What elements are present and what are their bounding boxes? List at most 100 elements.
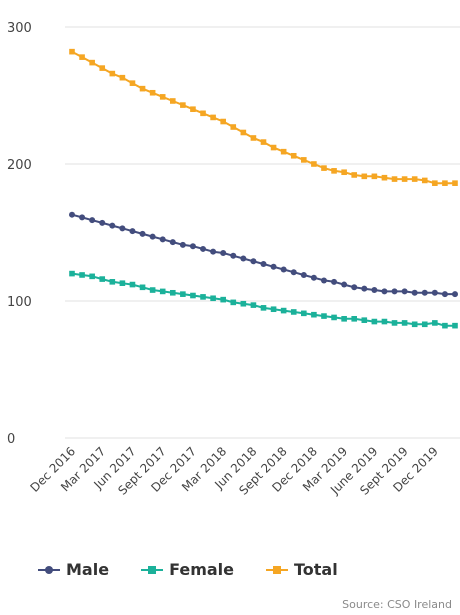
data-point-male[interactable]	[300, 271, 307, 278]
data-point-female[interactable]	[290, 309, 297, 315]
data-point-total[interactable]	[200, 110, 206, 117]
data-point-female[interactable]	[89, 273, 95, 280]
data-point-male[interactable]	[210, 248, 217, 255]
data-point-total[interactable]	[240, 129, 247, 136]
data-point-female[interactable]	[109, 279, 116, 285]
data-point-female[interactable]	[260, 305, 267, 311]
data-point-male[interactable]	[421, 289, 428, 296]
data-point-female[interactable]	[401, 320, 408, 326]
data-point-female[interactable]	[391, 320, 398, 326]
data-point-total[interactable]	[301, 157, 307, 163]
data-point-female[interactable]	[149, 287, 156, 293]
data-point-female[interactable]	[280, 307, 287, 314]
data-point-female[interactable]	[129, 281, 136, 288]
data-point-female[interactable]	[421, 321, 428, 328]
data-point-male[interactable]	[230, 252, 237, 259]
data-point-total[interactable]	[190, 106, 196, 112]
data-point-male[interactable]	[69, 211, 75, 218]
data-point-male[interactable]	[270, 263, 277, 270]
legend-item-male[interactable]: Male	[38, 560, 109, 579]
data-point-male[interactable]	[310, 274, 317, 281]
data-point-female[interactable]	[311, 311, 317, 318]
data-point-total[interactable]	[371, 173, 378, 180]
data-point-total[interactable]	[442, 180, 448, 186]
data-point-male[interactable]	[371, 287, 378, 294]
data-point-female[interactable]	[69, 270, 75, 277]
data-point-total[interactable]	[391, 176, 398, 182]
data-point-total[interactable]	[139, 85, 146, 92]
data-point-total[interactable]	[159, 94, 166, 100]
data-point-total[interactable]	[421, 177, 428, 184]
data-point-female[interactable]	[250, 302, 257, 308]
data-point-female[interactable]	[99, 276, 106, 282]
data-point-female[interactable]	[371, 318, 378, 325]
data-point-total[interactable]	[119, 74, 126, 81]
data-point-female[interactable]	[119, 280, 126, 286]
data-point-male[interactable]	[179, 241, 186, 248]
data-point-male[interactable]	[401, 288, 408, 295]
data-point-female[interactable]	[341, 316, 347, 322]
data-point-total[interactable]	[361, 173, 368, 180]
data-point-male[interactable]	[431, 289, 438, 296]
data-point-total[interactable]	[169, 98, 176, 104]
data-point-male[interactable]	[260, 261, 267, 268]
data-point-total[interactable]	[69, 48, 75, 55]
data-point-male[interactable]	[139, 230, 146, 237]
data-point-female[interactable]	[200, 294, 206, 300]
data-point-male[interactable]	[341, 281, 348, 288]
data-point-male[interactable]	[220, 250, 227, 257]
data-point-total[interactable]	[280, 148, 287, 155]
data-point-female[interactable]	[159, 288, 166, 295]
data-point-total[interactable]	[129, 80, 136, 86]
data-point-total[interactable]	[381, 174, 388, 181]
data-point-female[interactable]	[169, 289, 176, 296]
data-point-total[interactable]	[180, 102, 186, 108]
data-point-total[interactable]	[411, 176, 418, 182]
data-point-female[interactable]	[79, 272, 85, 278]
data-point-total[interactable]	[311, 161, 317, 167]
data-point-female[interactable]	[240, 300, 247, 307]
data-point-total[interactable]	[109, 70, 116, 77]
data-point-male[interactable]	[411, 289, 418, 296]
data-point-female[interactable]	[270, 306, 277, 313]
data-point-female[interactable]	[139, 284, 146, 291]
data-point-total[interactable]	[351, 172, 358, 178]
data-point-female[interactable]	[381, 318, 388, 325]
data-point-male[interactable]	[109, 222, 116, 229]
data-point-female[interactable]	[230, 299, 237, 306]
data-point-total[interactable]	[341, 169, 347, 176]
data-point-female[interactable]	[180, 291, 186, 297]
legend-item-total[interactable]: Total	[266, 560, 338, 579]
data-point-total[interactable]	[220, 118, 226, 125]
data-point-male[interactable]	[200, 245, 207, 252]
data-point-male[interactable]	[250, 258, 257, 265]
data-point-female[interactable]	[321, 313, 327, 319]
data-point-female[interactable]	[411, 321, 418, 328]
data-point-male[interactable]	[240, 255, 247, 262]
data-point-total[interactable]	[321, 165, 327, 171]
data-point-total[interactable]	[401, 176, 408, 182]
legend-item-female[interactable]: Female	[141, 560, 234, 579]
data-point-female[interactable]	[351, 316, 358, 322]
data-point-total[interactable]	[290, 152, 297, 159]
data-point-female[interactable]	[331, 314, 337, 321]
data-point-male[interactable]	[381, 288, 388, 295]
data-point-total[interactable]	[210, 114, 216, 121]
data-point-male[interactable]	[169, 239, 176, 246]
data-point-male[interactable]	[119, 225, 126, 232]
data-point-male[interactable]	[189, 243, 196, 250]
data-point-male[interactable]	[89, 217, 96, 224]
data-point-male[interactable]	[149, 233, 156, 240]
data-point-total[interactable]	[432, 180, 438, 186]
data-point-total[interactable]	[452, 180, 458, 186]
data-point-total[interactable]	[230, 124, 237, 130]
data-point-male[interactable]	[129, 228, 136, 235]
data-point-total[interactable]	[99, 65, 106, 71]
data-point-male[interactable]	[331, 278, 338, 285]
data-point-total[interactable]	[149, 89, 156, 96]
data-point-male[interactable]	[391, 288, 398, 295]
data-point-male[interactable]	[452, 291, 458, 298]
data-point-total[interactable]	[260, 139, 267, 145]
data-point-male[interactable]	[361, 285, 368, 292]
data-point-female[interactable]	[432, 320, 438, 326]
